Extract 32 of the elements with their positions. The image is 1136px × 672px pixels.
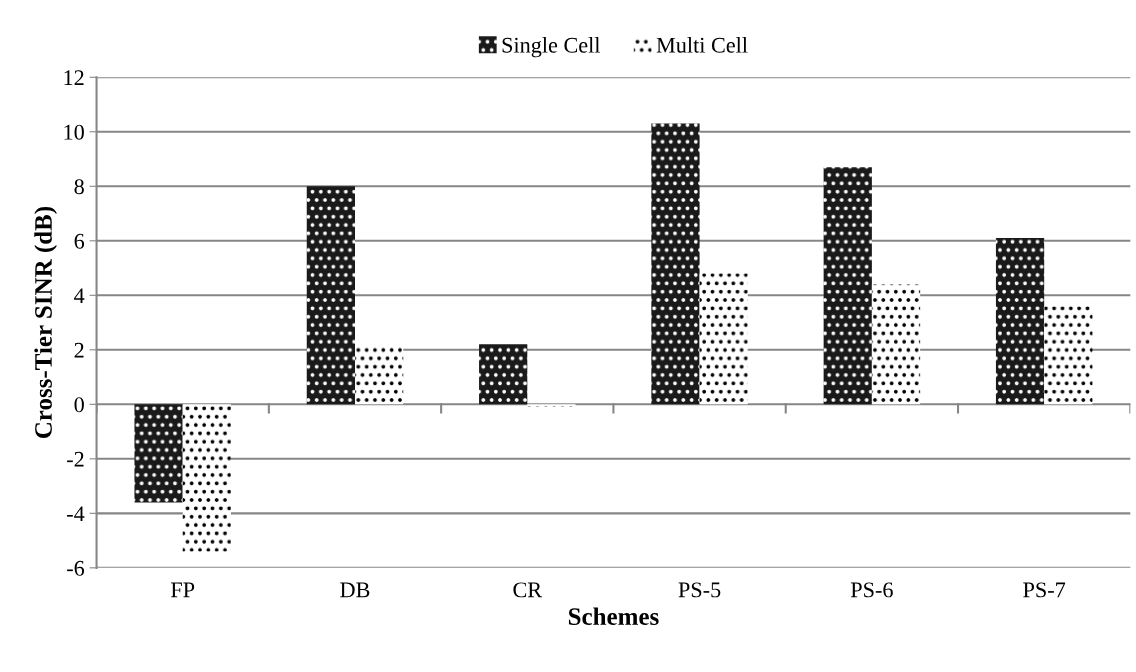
y-tick-label: 6 — [74, 233, 85, 249]
x-tick-label: FP — [170, 582, 195, 598]
x-tick-label: DB — [340, 582, 370, 598]
y-tick-label: -2 — [67, 451, 84, 467]
x-tick-label: CR — [513, 582, 543, 598]
x-tick-label: PS-5 — [678, 582, 721, 598]
legend-label: Multi Cell — [656, 37, 748, 53]
y-tick-label: 8 — [74, 179, 84, 195]
bar — [871, 284, 921, 405]
bar — [134, 404, 183, 503]
y-tick-label: 0 — [74, 397, 84, 413]
legend-label: Single Cell — [502, 37, 601, 58]
y-tick-label: 12 — [64, 70, 84, 85]
bar — [355, 344, 404, 405]
bar — [651, 123, 700, 405]
bar — [306, 186, 355, 405]
y-tick-label: 10 — [64, 124, 84, 140]
bar — [1044, 306, 1093, 405]
y-axis-title: Cross-Tier SINR (dB) — [34, 206, 57, 439]
y-tick-label: 4 — [74, 288, 85, 304]
bar — [527, 404, 576, 408]
bar — [995, 238, 1045, 405]
bar — [479, 344, 528, 405]
x-tick-label: PS-6 — [850, 582, 893, 598]
bar — [823, 167, 872, 405]
y-tick-label: 2 — [74, 342, 84, 358]
y-tick-label: -6 — [67, 560, 85, 576]
bar — [699, 273, 748, 405]
x-axis-title: Schemes — [568, 607, 659, 626]
bar — [182, 404, 231, 552]
y-tick-label: -4 — [67, 506, 85, 522]
x-tick-label: PS-7 — [1023, 582, 1066, 598]
